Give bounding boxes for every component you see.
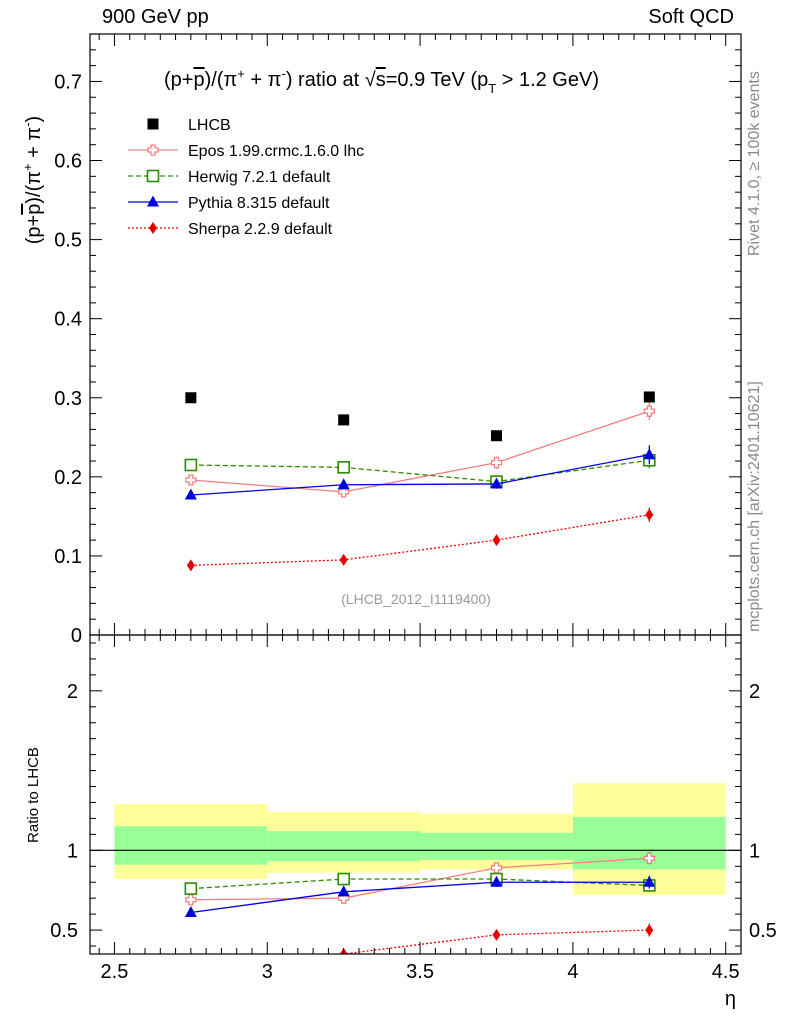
ratio-y-tick-label: 1 — [67, 840, 78, 862]
legend-label: LHCB — [188, 117, 231, 134]
marker-square — [490, 430, 502, 442]
mcplots-reference-label: mcplots.cern.ch [arXiv:2401.10621] — [746, 381, 763, 632]
main-title: (p+p)/(π+ + π-) ratio at √s=0.9 TeV (pT … — [164, 66, 599, 96]
rivet-version-label: Rivet 4.1.0, ≥ 100k events — [746, 71, 763, 256]
marker-diamond — [187, 956, 195, 968]
marker-triangle — [643, 448, 656, 460]
marker-square — [643, 391, 655, 403]
watermark: (LHCB_2012_I1119400) — [341, 591, 491, 607]
marker-triangle — [147, 195, 159, 207]
main-series-pythia — [184, 445, 656, 500]
marker-square — [338, 414, 350, 426]
marker-diamond — [339, 553, 348, 566]
marker-triangle — [184, 906, 197, 918]
marker-open-cross — [185, 894, 197, 906]
legend-entry-herwig: Herwig 7.2.1 default — [128, 169, 331, 186]
ratio-series-sherpa — [187, 923, 654, 968]
pythia-line — [190, 881, 650, 914]
herwig-line — [190, 459, 650, 483]
marker-diamond — [645, 924, 654, 937]
y-tick-label: 0.3 — [54, 388, 82, 410]
y-tick-label: 0.5 — [54, 230, 82, 252]
marker-diamond — [492, 534, 501, 547]
ratio-y-tick-label-right: 1 — [749, 840, 760, 862]
y-tick-label: 0 — [71, 625, 82, 647]
legend-label: Epos 1.99.crmc.1.6.0 lhc — [188, 143, 364, 160]
green-band-bin — [267, 831, 421, 862]
epos-line — [190, 410, 650, 493]
marker-open-square — [337, 461, 350, 474]
marker-open-cross — [643, 405, 655, 417]
marker-diamond — [186, 559, 195, 572]
marker-open-square — [184, 882, 198, 895]
green-band-bin — [114, 826, 268, 865]
marker-triangle — [643, 875, 656, 887]
main-series-epos — [185, 402, 655, 498]
y-tick-label: 0.2 — [54, 467, 82, 489]
marker-triangle — [184, 488, 197, 500]
x-tick-label: 4.5 — [712, 961, 740, 983]
x-tick-label: 4 — [567, 961, 578, 983]
marker-diamond — [492, 928, 501, 941]
epos-line — [190, 857, 650, 901]
ratio-plot-frame — [89, 634, 742, 955]
y-tick-label: 0.6 — [54, 151, 82, 173]
marker-open-cross — [185, 474, 197, 486]
legend-entry-sherpa: Sherpa 2.2.9 default — [128, 221, 333, 238]
marker-triangle — [337, 885, 350, 897]
ratio-y-tick-label-right: 2 — [749, 681, 760, 703]
energy-label: 900 GeV pp — [102, 6, 209, 28]
marker-triangle — [337, 478, 350, 490]
legend-label: Herwig 7.2.1 default — [188, 169, 331, 186]
y-tick-label: 0.4 — [54, 309, 82, 331]
x-tick-label: 2.5 — [101, 961, 129, 983]
x-tick-label: 3 — [262, 961, 273, 983]
marker-open-cross — [490, 456, 503, 469]
y-axis-label: (p+p)/(π+ + π-) — [20, 116, 45, 244]
ratio-series-group — [184, 851, 656, 968]
marker-open-square — [184, 458, 198, 472]
legend-entry-lhcb: LHCB — [147, 117, 231, 134]
marker-open-cross — [643, 852, 655, 864]
main-series-lhcb — [185, 391, 655, 442]
marker-diamond — [149, 222, 157, 234]
sherpa-line — [190, 514, 650, 567]
ratio-y-tick-label: 0.5 — [50, 920, 78, 942]
ratio-series-pythia — [184, 875, 656, 918]
legend-label: Sherpa 2.2.9 default — [188, 221, 333, 238]
legend-entry-pythia: Pythia 8.315 default — [128, 195, 330, 212]
marker-square — [185, 392, 197, 404]
y-tick-label: 0.7 — [54, 71, 82, 93]
ratio-y-tick-label: 2 — [67, 681, 78, 703]
marker-open-cross — [338, 486, 350, 498]
marker-triangle — [490, 477, 503, 489]
main-series-herwig — [184, 452, 656, 488]
herwig-line — [190, 878, 650, 890]
marker-open-square — [146, 169, 160, 183]
marker-open-cross — [147, 144, 159, 156]
main-series-group — [184, 391, 656, 572]
main-series-sherpa — [186, 507, 654, 572]
x-axis-label: η — [725, 988, 736, 1010]
process-label: Soft QCD — [648, 6, 734, 28]
marker-diamond — [645, 508, 654, 521]
pythia-line — [190, 454, 650, 496]
x-tick-label: 3.5 — [406, 961, 434, 983]
green-band-bin — [420, 832, 573, 860]
legend-label: Pythia 8.315 default — [188, 195, 330, 212]
marker-open-square — [337, 872, 350, 886]
marker-triangle — [490, 875, 503, 887]
legend-entry-epos: Epos 1.99.crmc.1.6.0 lhc — [128, 143, 364, 160]
marker-square — [147, 118, 159, 130]
ratio-y-tick-label-right: 0.5 — [749, 920, 777, 942]
ratio-y-axis-label: Ratio to LHCB — [25, 747, 42, 843]
y-tick-label: 0.1 — [54, 546, 82, 568]
